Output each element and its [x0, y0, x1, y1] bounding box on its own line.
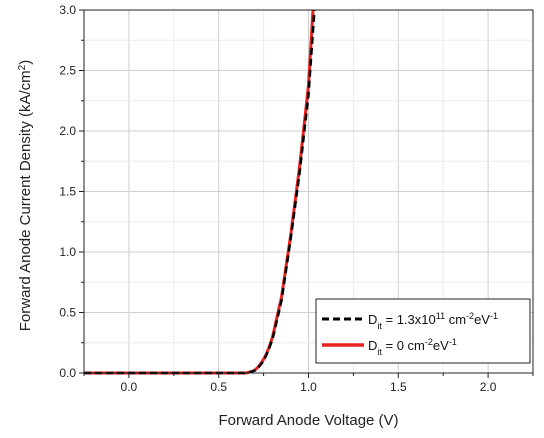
y-axis-title-sup: 2 — [17, 64, 28, 70]
y-axis-title-close: ) — [17, 60, 34, 65]
x-axis-title: Forward Anode Voltage (V) — [218, 412, 398, 429]
y-tick-label: 0.5 — [59, 306, 76, 320]
legend-label: Dit = 1.3x1011 cm-2eV-1 — [368, 311, 498, 331]
legend-box — [315, 298, 531, 364]
y-axis-title: Forward Anode Current Density (kA/cm2) — [17, 60, 35, 332]
series-line-dit-1p3e11 — [84, 9, 316, 375]
legend: Dit = 1.3x1011 cm-2eV-1 Dit = 0 cm-2eV-1 — [315, 298, 531, 364]
x-tick-label: 1.5 — [390, 380, 407, 394]
y-tick-label: 0.0 — [59, 366, 76, 380]
x-tick-label: 0.5 — [210, 380, 227, 394]
y-tick-label: 3.0 — [59, 3, 76, 17]
y-tick-label: 1.0 — [59, 245, 76, 259]
legend-label: Dit = 0 cm-2eV-1 — [368, 337, 457, 357]
axis-ticks — [79, 9, 534, 378]
y-tick-label: 1.5 — [59, 185, 76, 199]
y-tick-label: 2.5 — [59, 64, 76, 78]
x-tick-label: 2.0 — [480, 380, 497, 394]
tick-labels: 0.0 0.5 1.0 1.5 2.0 0.0 0.5 1.0 1.5 2.0 2.5 3.0 — [59, 3, 496, 394]
y-axis-title-main: Forward Anode Current Density (kA/cm — [17, 70, 34, 331]
y-tick-label: 2.0 — [59, 124, 76, 138]
x-tick-label: 0.0 — [121, 380, 138, 394]
x-tick-label: 1.0 — [300, 380, 317, 394]
